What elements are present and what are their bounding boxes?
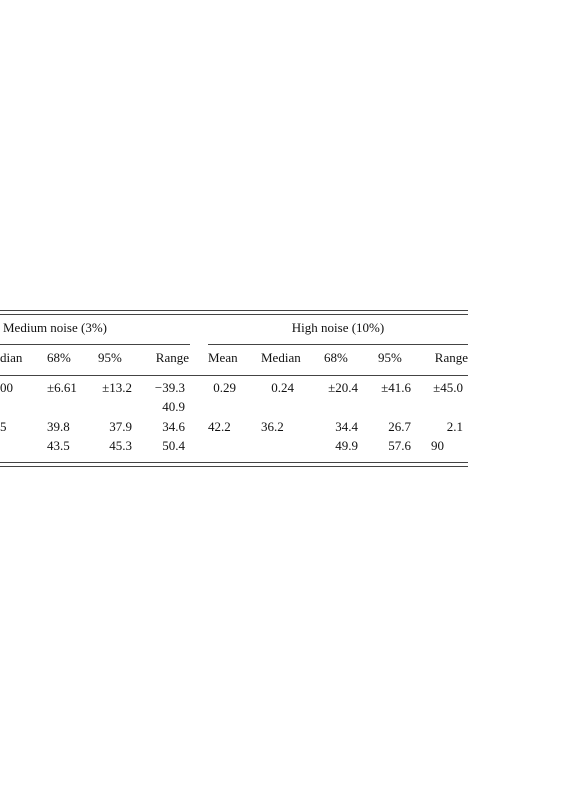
table-cell: 43.5 (47, 438, 70, 453)
column-header: Range (156, 350, 189, 365)
table-cell: ±20.4 (328, 380, 358, 395)
column-header: 68% (47, 350, 71, 365)
column-header: Range (435, 350, 468, 365)
table-cell: 37.9 (109, 419, 132, 434)
table-cell: 34.4 (335, 419, 358, 434)
column-header: 95% (98, 350, 122, 365)
table-cell: ±45.0 (433, 380, 463, 395)
table-cell: 5 (0, 419, 7, 434)
table-cell: 36.2 (261, 419, 284, 434)
table-cell: 40.9 (162, 399, 185, 414)
table-cell: 39.8 (47, 419, 70, 434)
table-cell: 57.6 (388, 438, 411, 453)
table-cell: 2.1 (447, 419, 463, 434)
table-cell: 34.6 (162, 419, 185, 434)
column-header: 68% (324, 350, 348, 365)
table-cell: 0.24 (271, 380, 294, 395)
group-header: High noise (10%) (292, 320, 384, 335)
table-cell: 50.4 (162, 438, 185, 453)
table-cell: 49.9 (335, 438, 358, 453)
table-cell: 42.2 (208, 419, 231, 434)
column-header: Mean (208, 350, 238, 365)
table-cell: ±13.2 (102, 380, 132, 395)
table-cell: ±6.61 (47, 380, 77, 395)
table-cell: 45.3 (109, 438, 132, 453)
column-header: 95% (378, 350, 402, 365)
table-cell: 0.29 (213, 380, 236, 395)
column-header: dian (0, 350, 23, 365)
group-header: Medium noise (3%) (3, 320, 107, 335)
table-cell: −39.3 (155, 380, 185, 395)
table-cell: 00 (0, 380, 13, 395)
table-cell: ±41.6 (381, 380, 411, 395)
table-cell: 26.7 (388, 419, 411, 434)
column-header: Median (261, 350, 301, 365)
table-cell: 90 (431, 438, 444, 453)
